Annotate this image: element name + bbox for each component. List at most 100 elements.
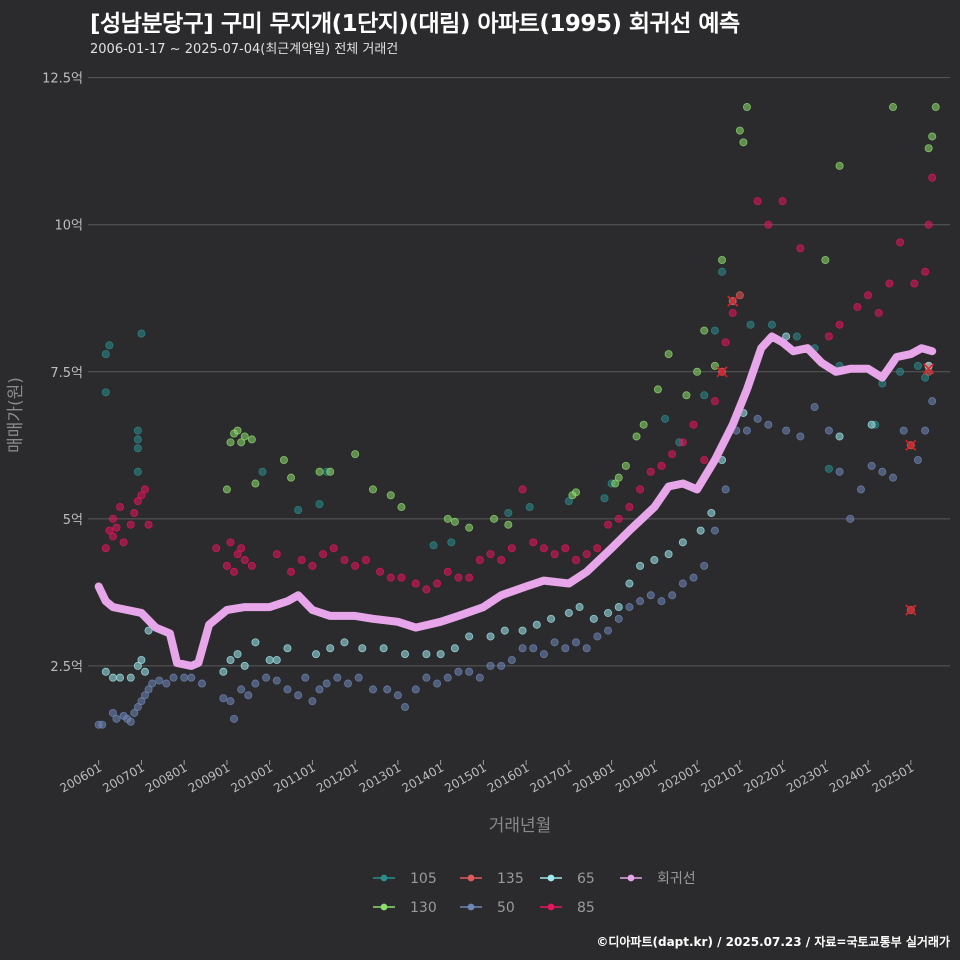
point-65	[226, 656, 235, 665]
legend-item: 135	[460, 871, 524, 887]
point-85	[247, 561, 256, 570]
point-130	[693, 367, 702, 376]
point-85	[240, 556, 249, 565]
point-65	[518, 626, 527, 635]
point-130	[326, 467, 335, 476]
point-65	[251, 638, 260, 647]
point-50	[721, 485, 730, 494]
point-130	[251, 479, 260, 488]
point-50	[710, 526, 719, 535]
point-85	[571, 556, 580, 565]
point-65	[636, 561, 645, 570]
point-50	[846, 514, 855, 523]
legend-swatch	[627, 874, 635, 882]
point-50	[98, 720, 107, 729]
point-50	[465, 667, 474, 676]
legend-label: 50	[497, 900, 515, 916]
point-85	[636, 485, 645, 494]
x-tick-label: 202301	[784, 760, 831, 795]
point-85	[700, 455, 709, 464]
point-50	[230, 714, 239, 723]
point-85	[230, 567, 239, 576]
point-130	[490, 514, 499, 523]
point-85	[486, 550, 495, 559]
point-65	[707, 508, 716, 517]
point-130	[504, 520, 513, 529]
point-50	[322, 679, 331, 688]
point-50	[393, 691, 402, 700]
point-65	[233, 650, 242, 659]
point-50	[507, 656, 516, 665]
point-130	[621, 461, 630, 470]
point-130	[664, 350, 673, 359]
point-50	[108, 708, 117, 717]
x-axis-ticks: 2006012007012008012009012010012011012012…	[58, 760, 916, 796]
point-65	[401, 650, 410, 659]
legend-label: 85	[577, 900, 595, 916]
point-65	[283, 644, 292, 653]
legend-swatch	[547, 903, 555, 911]
legend-item: 65	[540, 871, 595, 887]
point-105	[921, 373, 930, 382]
point-65	[272, 656, 281, 665]
x-tick-label: 201801	[570, 760, 617, 795]
point-85	[529, 538, 538, 547]
point-50	[796, 432, 805, 441]
point-65	[133, 661, 142, 670]
point-130	[279, 455, 288, 464]
x-marker	[905, 439, 917, 451]
point-50	[187, 673, 196, 682]
point-85	[422, 585, 431, 594]
point-85	[351, 561, 360, 570]
point-130	[450, 517, 459, 526]
point-85	[753, 197, 762, 206]
point-50	[315, 685, 324, 694]
point-85	[910, 279, 919, 288]
y-axis-title: 매매가(원)	[6, 377, 26, 453]
point-50	[867, 461, 876, 470]
point-85	[924, 220, 933, 229]
point-135	[735, 291, 744, 300]
point-85	[778, 197, 787, 206]
point-50	[411, 685, 420, 694]
point-50	[604, 626, 613, 635]
point-50	[162, 679, 171, 688]
legend-swatch	[380, 903, 388, 911]
point-50	[368, 685, 377, 694]
legend-item: 105	[373, 871, 437, 887]
x-tick-label: 201401	[399, 760, 446, 795]
point-65	[108, 673, 117, 682]
legend-label: 65	[577, 871, 595, 887]
point-50	[878, 467, 887, 476]
point-105	[447, 538, 456, 547]
point-50	[625, 603, 634, 612]
point-85	[112, 523, 121, 532]
point-50	[401, 703, 410, 712]
point-105	[101, 350, 110, 359]
x-tick-label: 201001	[228, 760, 275, 795]
point-130	[718, 255, 727, 264]
point-85	[297, 556, 306, 565]
point-130	[710, 361, 719, 370]
point-130	[222, 485, 231, 494]
y-tick-label: 10억	[54, 219, 83, 234]
point-50	[824, 426, 833, 435]
point-85	[507, 544, 516, 553]
point-85	[130, 508, 139, 517]
point-85	[864, 291, 873, 300]
point-85	[361, 556, 370, 565]
point-85	[443, 567, 452, 576]
point-130	[821, 255, 830, 264]
point-85	[657, 461, 666, 470]
point-50	[497, 661, 506, 670]
point-85	[376, 567, 385, 576]
x-tick-label: 201301	[357, 760, 404, 795]
x-marker	[727, 295, 739, 307]
point-50	[354, 673, 363, 682]
point-105	[504, 508, 513, 517]
point-130	[700, 326, 709, 335]
chart-title: [성남분당구] 구미 무지개(1단지)(대림) 아파트(1995) 회귀선 예측	[90, 11, 740, 37]
y-tick-label: 12.5억	[42, 72, 83, 87]
point-85	[518, 485, 527, 494]
point-65	[696, 526, 705, 535]
